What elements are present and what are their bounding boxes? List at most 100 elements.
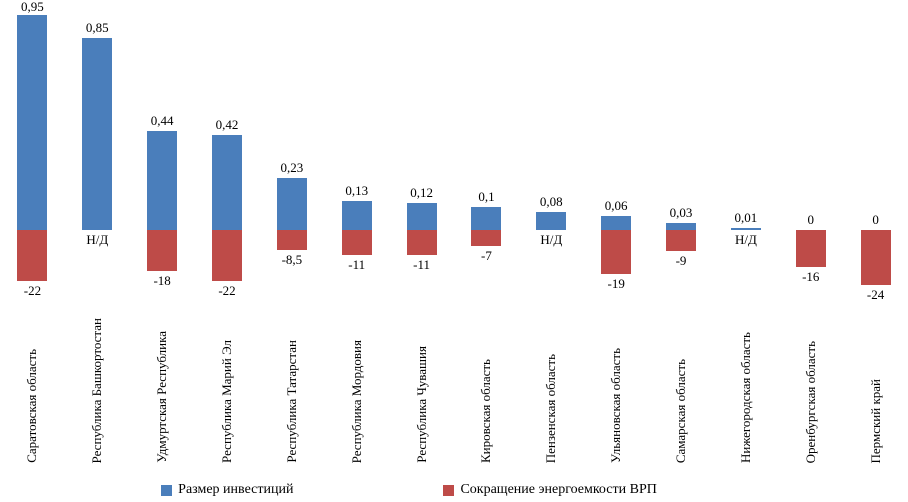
energy-reduction-bar — [276, 230, 307, 250]
energy-reduction-bar — [795, 230, 826, 267]
category-column: 0,08 Н/Д Пензенская область — [519, 0, 584, 465]
investment-value-label: 0,44 — [150, 113, 174, 128]
investment-value-label: 0 — [807, 212, 814, 227]
energy-reduction-bar — [341, 230, 372, 255]
category-label-area: Республика Марий Эл — [195, 315, 260, 465]
legend-label-energy-reduction: Сокращение энергоемкости ВРП — [460, 482, 657, 497]
investment-value-label: 0,08 — [539, 194, 563, 209]
category-label: Кировская область — [478, 358, 494, 463]
category-column: 0 -24 Пермский край — [843, 0, 908, 465]
investment-value-label: 0,03 — [669, 205, 693, 220]
investment-value-label: 0 — [872, 212, 879, 227]
energy-reduction-value-label: Н/Д — [86, 232, 109, 247]
energy-reduction-value-label: -22 — [23, 283, 42, 298]
category-label-area: Кировская область — [454, 315, 519, 465]
category-label: Оренбургская область — [802, 340, 818, 463]
category-column: 0,44 -18 Удмуртская Республика — [130, 0, 195, 465]
legend-item-energy-reduction: Сокращение энергоемкости ВРП — [443, 482, 657, 498]
category-label: Ульяновская область — [608, 348, 624, 463]
energy-reduction-value-label: -11 — [348, 257, 366, 272]
energy-reduction-bar — [147, 230, 178, 271]
category-label-area: Удмуртская Республика — [130, 315, 195, 465]
investment-bar — [341, 201, 372, 230]
legend-label-investment: Размер инвестиций — [178, 482, 294, 497]
category-label: Саратовская область — [24, 349, 40, 463]
energy-reduction-value-label: -22 — [218, 283, 236, 298]
investment-bar — [276, 178, 307, 230]
category-label-area: Республика Чувашия — [389, 315, 454, 465]
energy-reduction-value-label: -24 — [866, 287, 885, 302]
investment-bar — [666, 223, 697, 230]
investment-value-label: 0,95 — [21, 0, 44, 14]
investment-value-label: 0,12 — [410, 185, 433, 200]
category-label-area: Ульяновская область — [584, 315, 649, 465]
energy-reduction-value-label: -19 — [607, 276, 625, 291]
investment-value-label: 0,01 — [734, 210, 758, 225]
category-label: Республика Марий Эл — [219, 340, 234, 463]
energy-reduction-value-label: -7 — [481, 248, 492, 263]
category-label-area: Самарская область — [649, 315, 714, 465]
category-label-area: Республика Татарстан — [259, 315, 324, 465]
investment-bar — [406, 203, 437, 230]
category-label: Пермский край — [867, 378, 883, 463]
category-label: Республика Мордовия — [348, 339, 364, 463]
category-label-area: Нижегородская область — [713, 315, 778, 465]
energy-reduction-bar — [471, 230, 502, 246]
legend-swatch-energy-reduction-icon — [443, 484, 455, 496]
energy-reduction-bar — [601, 230, 632, 274]
category-label-area: Республика Мордовия — [324, 315, 389, 465]
investment-value-label: 0,1 — [478, 189, 495, 204]
investment-bar — [471, 207, 502, 230]
investment-value-label: 0,13 — [345, 183, 369, 198]
investment-bar — [17, 15, 48, 230]
category-label-area: Пермский край — [843, 315, 908, 465]
energy-reduction-value-label: -8,5 — [281, 252, 303, 267]
legend-swatch-investment-icon — [161, 484, 173, 496]
category-column: 0 -16 Оренбургская область — [778, 0, 843, 465]
energy-reduction-value-label: -16 — [802, 269, 820, 284]
investment-value-label: 0,42 — [215, 117, 239, 132]
category-column: 0,06 -19 Ульяновская область — [584, 0, 649, 465]
category-column: 0,01 Н/Д Нижегородская область — [713, 0, 778, 465]
plot-area: 0,95 -22 Саратовская область 0,85 Н/Д Республ… — [0, 0, 908, 465]
category-column: 0,12 -11 Республика Чувашия — [389, 0, 454, 465]
investment-bar — [601, 216, 632, 230]
investment-value-label: 0,06 — [604, 198, 628, 213]
energy-reduction-value-label: -9 — [675, 253, 687, 268]
investment-bar — [147, 131, 178, 230]
category-column: 0,13 -11 Республика Мордовия — [324, 0, 389, 465]
investment-bar — [212, 135, 242, 230]
energy-reduction-bar — [860, 230, 891, 285]
investment-bar — [536, 212, 567, 230]
energy-reduction-bar — [406, 230, 437, 255]
category-column: 0,95 -22 Саратовская область — [0, 0, 65, 465]
category-label: Республика Башкортостан — [89, 317, 105, 463]
category-label: Удмуртская Республика — [154, 331, 170, 463]
legend: Размер инвестиций Сокращение энергоемкос… — [0, 482, 863, 498]
category-column: 0,85 Н/Д Республика Башкортостан — [65, 0, 130, 465]
energy-reduction-value-label: -18 — [153, 273, 171, 288]
investment-value-label: 0,85 — [85, 20, 109, 35]
energy-reduction-bar — [17, 230, 48, 281]
category-column: 0,1 -7 Кировская область — [454, 0, 519, 465]
category-label-area: Оренбургская область — [778, 315, 843, 465]
category-label: Пензенская область — [543, 353, 559, 463]
legend-item-investment: Размер инвестиций — [161, 482, 293, 498]
category-label: Нижегородская область — [737, 332, 753, 463]
category-column: 0,42 -22 Республика Марий Эл — [195, 0, 260, 465]
energy-reduction-bar — [666, 230, 697, 251]
category-label: Самарская область — [673, 358, 689, 463]
category-column: 0,03 -9 Самарская область — [649, 0, 714, 465]
investment-value-label: 0,23 — [280, 160, 304, 175]
investment-bar — [730, 228, 761, 230]
energy-reduction-value-label: -11 — [413, 257, 431, 272]
category-label: Республика Татарстан — [283, 340, 299, 463]
energy-reduction-value-label: Н/Д — [734, 232, 757, 247]
energy-reduction-value-label: Н/Д — [540, 232, 563, 247]
category-label-area: Саратовская область — [0, 315, 65, 465]
category-label-area: Пензенская область — [519, 315, 584, 465]
category-label-area: Республика Башкортостан — [65, 315, 130, 465]
category-label: Республика Чувашия — [413, 346, 429, 463]
investment-bar — [82, 38, 113, 230]
